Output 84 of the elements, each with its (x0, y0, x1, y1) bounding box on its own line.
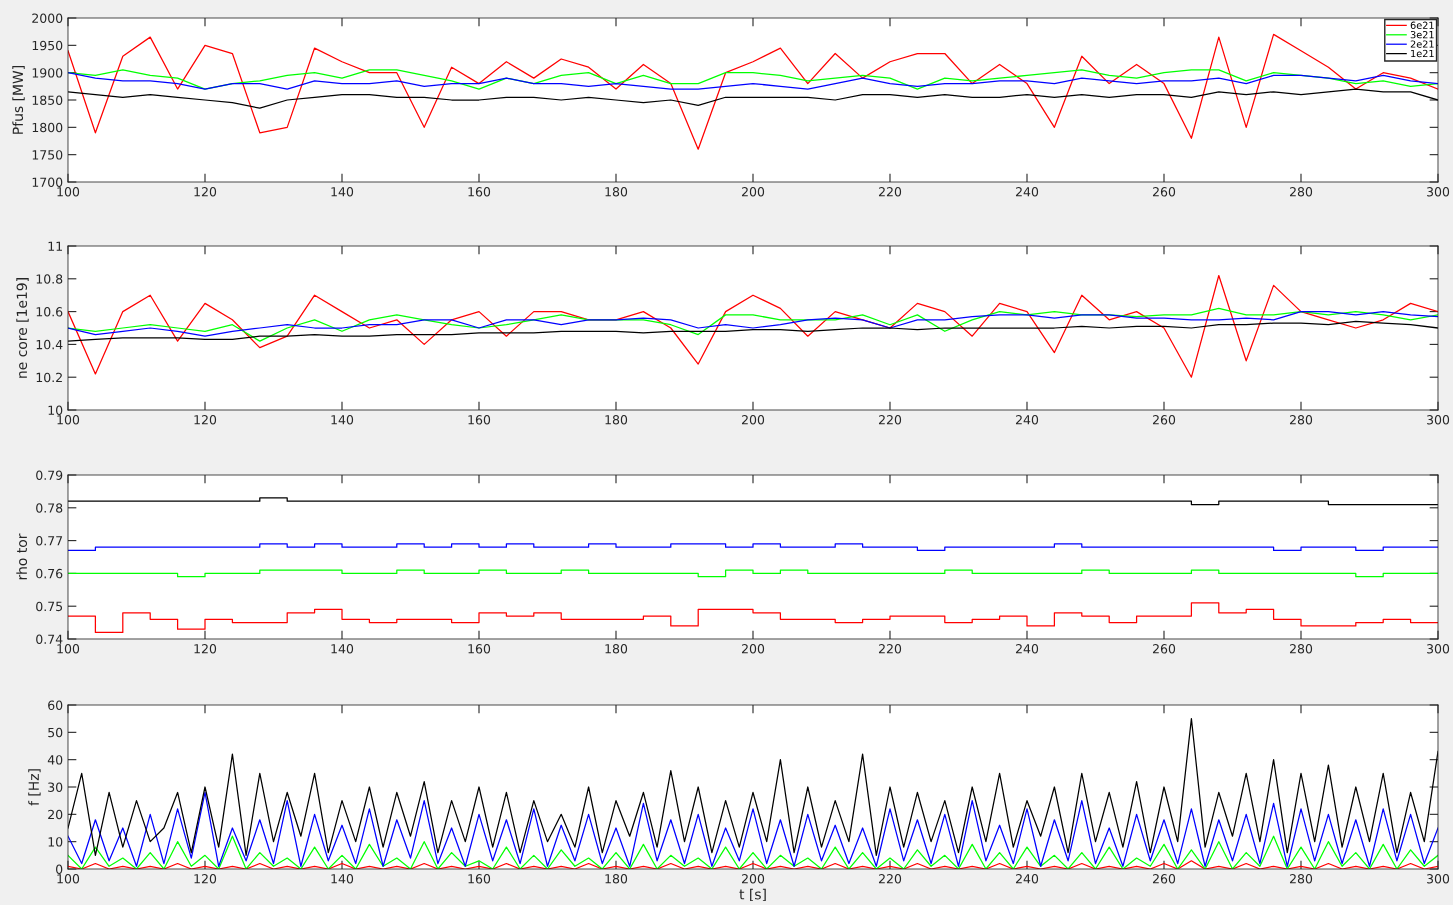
y-tick-label: 0.74 (36, 634, 63, 644)
y-tick-label: 1700 (32, 177, 63, 187)
y-tick-label: 0.76 (36, 568, 63, 579)
x-tick-label: 220 (878, 415, 902, 425)
x-tick-label: 100 (57, 187, 80, 197)
x-tick-label: 160 (468, 187, 491, 197)
x-tick-label: 180 (605, 874, 628, 884)
y-axis-title: rho tor (16, 533, 28, 580)
x-tick-label: 200 (741, 415, 765, 425)
y-axis-title: f [Hz] (28, 769, 41, 806)
x-tick-label: 120 (194, 415, 217, 425)
legend-label: 1e21 (1411, 49, 1434, 58)
x-tick-label: 240 (1015, 644, 1039, 654)
y-tick-label: 1850 (32, 95, 63, 105)
legend-label: 2e21 (1410, 40, 1434, 48)
x-tick-label: 280 (1289, 415, 1313, 425)
y-tick-label: 2000 (32, 13, 63, 23)
x-tick-label: 100 (57, 874, 80, 884)
y-tick-label: 1800 (32, 122, 63, 133)
x-tick-label: 100 (57, 644, 80, 654)
y-tick-label: 50 (48, 727, 63, 738)
y-tick-label: 60 (48, 700, 63, 710)
y-tick-label: 1750 (32, 150, 63, 160)
x-tick-label: 180 (605, 415, 628, 425)
y-tick-label: 0.79 (36, 470, 63, 480)
x-tick-label: 120 (194, 644, 217, 654)
y-tick-label: 0 (56, 864, 63, 874)
x-tick-label: 140 (331, 874, 354, 884)
y-tick-label: 30 (48, 782, 63, 792)
x-tick-label: 120 (194, 187, 217, 197)
x-tick-label: 100 (57, 415, 80, 425)
y-tick-label: 0.77 (36, 536, 63, 546)
y-tick-label: 10 (48, 837, 63, 847)
y-tick-label: 20 (48, 809, 63, 820)
x-tick-label: 260 (1152, 874, 1176, 884)
y-tick-label: 10.4 (36, 339, 63, 350)
x-tick-label: 180 (605, 187, 628, 197)
x-tick-label: 260 (1152, 187, 1176, 197)
x-tick-label: 280 (1289, 187, 1313, 197)
legend-label: 6e21 (1410, 21, 1434, 29)
x-tick-label: 200 (741, 187, 765, 197)
x-tick-label: 220 (878, 874, 902, 884)
x-tick-label: 140 (331, 187, 354, 197)
y-tick-label: 0.78 (36, 503, 63, 513)
x-tick-label: 240 (1015, 187, 1039, 197)
line-series (68, 274, 1438, 378)
y-tick-label: 1900 (32, 68, 63, 78)
line-series (68, 33, 1438, 150)
line-series (68, 320, 1438, 342)
x-tick-label: 240 (1015, 415, 1039, 425)
x-tick-label: 200 (741, 644, 765, 654)
y-tick-label: 10 (48, 405, 63, 415)
x-tick-label: 280 (1289, 874, 1313, 884)
x-tick-label: 140 (331, 644, 354, 654)
x-tick-label: 160 (468, 644, 491, 654)
y-axis-title: ne core [1e19] (16, 278, 29, 378)
y-tick-label: 1950 (32, 40, 63, 51)
line-series (68, 88, 1438, 109)
y-tick-label: 10.8 (36, 274, 63, 284)
x-tick-label: 200 (741, 874, 765, 884)
x-tick-label: 140 (331, 415, 354, 425)
x-tick-label: 300 (1427, 644, 1450, 654)
x-tick-label: 280 (1289, 644, 1313, 654)
y-axis-title: Pfus [MW] (12, 66, 25, 134)
x-tick-label: 160 (468, 415, 491, 425)
x-tick-label: 180 (605, 644, 628, 654)
x-tick-label: 220 (878, 187, 902, 197)
legend-label: 3e21 (1410, 30, 1434, 39)
x-tick-label: 160 (468, 874, 491, 884)
line-series (68, 718, 1438, 856)
y-tick-label: 11 (48, 241, 62, 251)
y-tick-label: 10.6 (36, 307, 63, 317)
x-tick-label: 120 (194, 874, 217, 884)
x-axis-title: t [s] (739, 888, 766, 902)
x-tick-label: 240 (1015, 874, 1039, 884)
y-tick-label: 40 (47, 755, 63, 765)
y-tick-label: 10.2 (36, 372, 62, 383)
y-tick-label: 0.75 (36, 601, 63, 612)
x-tick-label: 300 (1427, 187, 1450, 197)
x-tick-label: 300 (1427, 415, 1450, 425)
x-tick-label: 300 (1427, 874, 1450, 884)
x-tick-label: 260 (1152, 415, 1176, 425)
x-tick-label: 260 (1152, 644, 1176, 654)
x-tick-label: 220 (878, 644, 902, 654)
